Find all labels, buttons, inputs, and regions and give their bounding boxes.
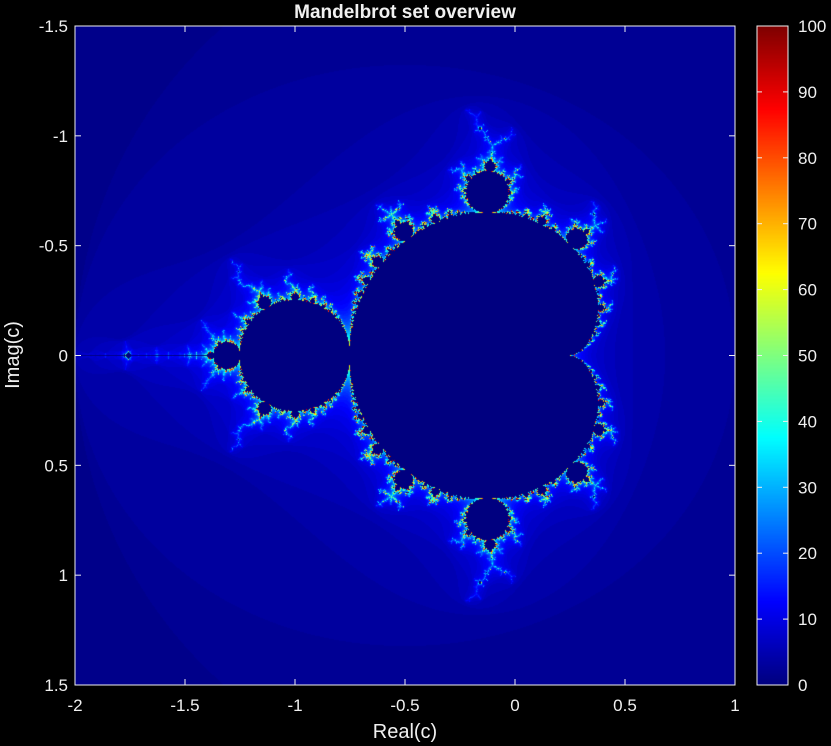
colorbar-tick-label: 0	[798, 676, 807, 695]
colorbar-tick-label: 40	[798, 412, 817, 431]
x-tick-label: 0	[510, 696, 519, 715]
x-tick-label: -0.5	[390, 696, 419, 715]
x-tick-label: -2	[67, 696, 82, 715]
x-tick-label: -1.5	[170, 696, 199, 715]
colorbar-tick-label: 100	[798, 17, 826, 36]
y-tick-label: -1.5	[39, 17, 68, 36]
chart-title: Mandelbrot set overview	[294, 2, 516, 23]
y-tick-label: 1.5	[44, 676, 68, 695]
colorbar-gradient	[757, 26, 788, 685]
y-axis-label: Imag(c)	[2, 321, 24, 389]
plot-frame	[74, 25, 736, 686]
y-tick-label: -1	[53, 127, 68, 146]
colorbar-tick-label: 10	[798, 610, 817, 629]
y-axis: -1.5 -1 -0.5 0 0.5 1 1.5	[39, 17, 735, 695]
colorbar-tick-label: 70	[798, 215, 817, 234]
x-axis-label: Real(c)	[373, 721, 437, 743]
colorbar-tick-label: 20	[798, 544, 817, 563]
x-tick-label: -1	[287, 696, 302, 715]
x-axis: -2 -1.5 -1 -0.5 0 0.5 1	[67, 26, 740, 715]
y-tick-label: 1	[59, 566, 68, 585]
colorbar-tick-label: 90	[798, 83, 817, 102]
colorbar-tick-label: 60	[798, 281, 817, 300]
colorbar-axis: 0 10 20 30 40 50 60 70 80 90 100	[757, 17, 826, 695]
x-tick-label: 1	[730, 696, 739, 715]
colorbar-tick-label: 80	[798, 149, 817, 168]
colorbar-tick-label: 50	[798, 347, 817, 366]
y-tick-label: -0.5	[39, 237, 68, 256]
y-tick-label: 0.5	[44, 456, 68, 475]
x-tick-label: 0.5	[613, 696, 637, 715]
mandelbrot-heatmap	[75, 26, 735, 685]
y-tick-label: 0	[59, 347, 68, 366]
colorbar-tick-label: 30	[798, 478, 817, 497]
